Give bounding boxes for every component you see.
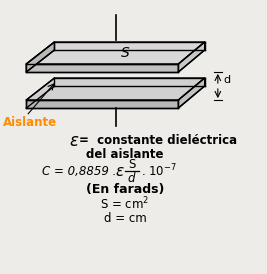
Text: $\varepsilon$: $\varepsilon$: [69, 132, 79, 150]
Text: Aislante: Aislante: [3, 116, 57, 129]
Polygon shape: [26, 42, 205, 64]
Text: d: d: [223, 75, 231, 85]
Polygon shape: [178, 42, 205, 72]
Polygon shape: [26, 78, 205, 100]
Text: S: S: [121, 46, 130, 60]
Polygon shape: [26, 100, 178, 108]
Text: $\varepsilon$: $\varepsilon$: [115, 164, 124, 178]
Polygon shape: [26, 42, 54, 72]
Text: S: S: [128, 158, 135, 172]
Text: del aislante: del aislante: [86, 147, 164, 161]
Text: d: d: [128, 173, 135, 185]
Text: S = cm$^2$: S = cm$^2$: [100, 196, 150, 212]
Text: d = cm: d = cm: [104, 212, 146, 224]
Text: =  constante dieléctrica: = constante dieléctrica: [79, 135, 237, 147]
Polygon shape: [178, 78, 205, 108]
Text: . 10$^{-7}$: . 10$^{-7}$: [141, 163, 177, 179]
Text: C = 0,8859 .: C = 0,8859 .: [42, 164, 117, 178]
Polygon shape: [26, 64, 178, 72]
Text: (En farads): (En farads): [86, 182, 164, 196]
